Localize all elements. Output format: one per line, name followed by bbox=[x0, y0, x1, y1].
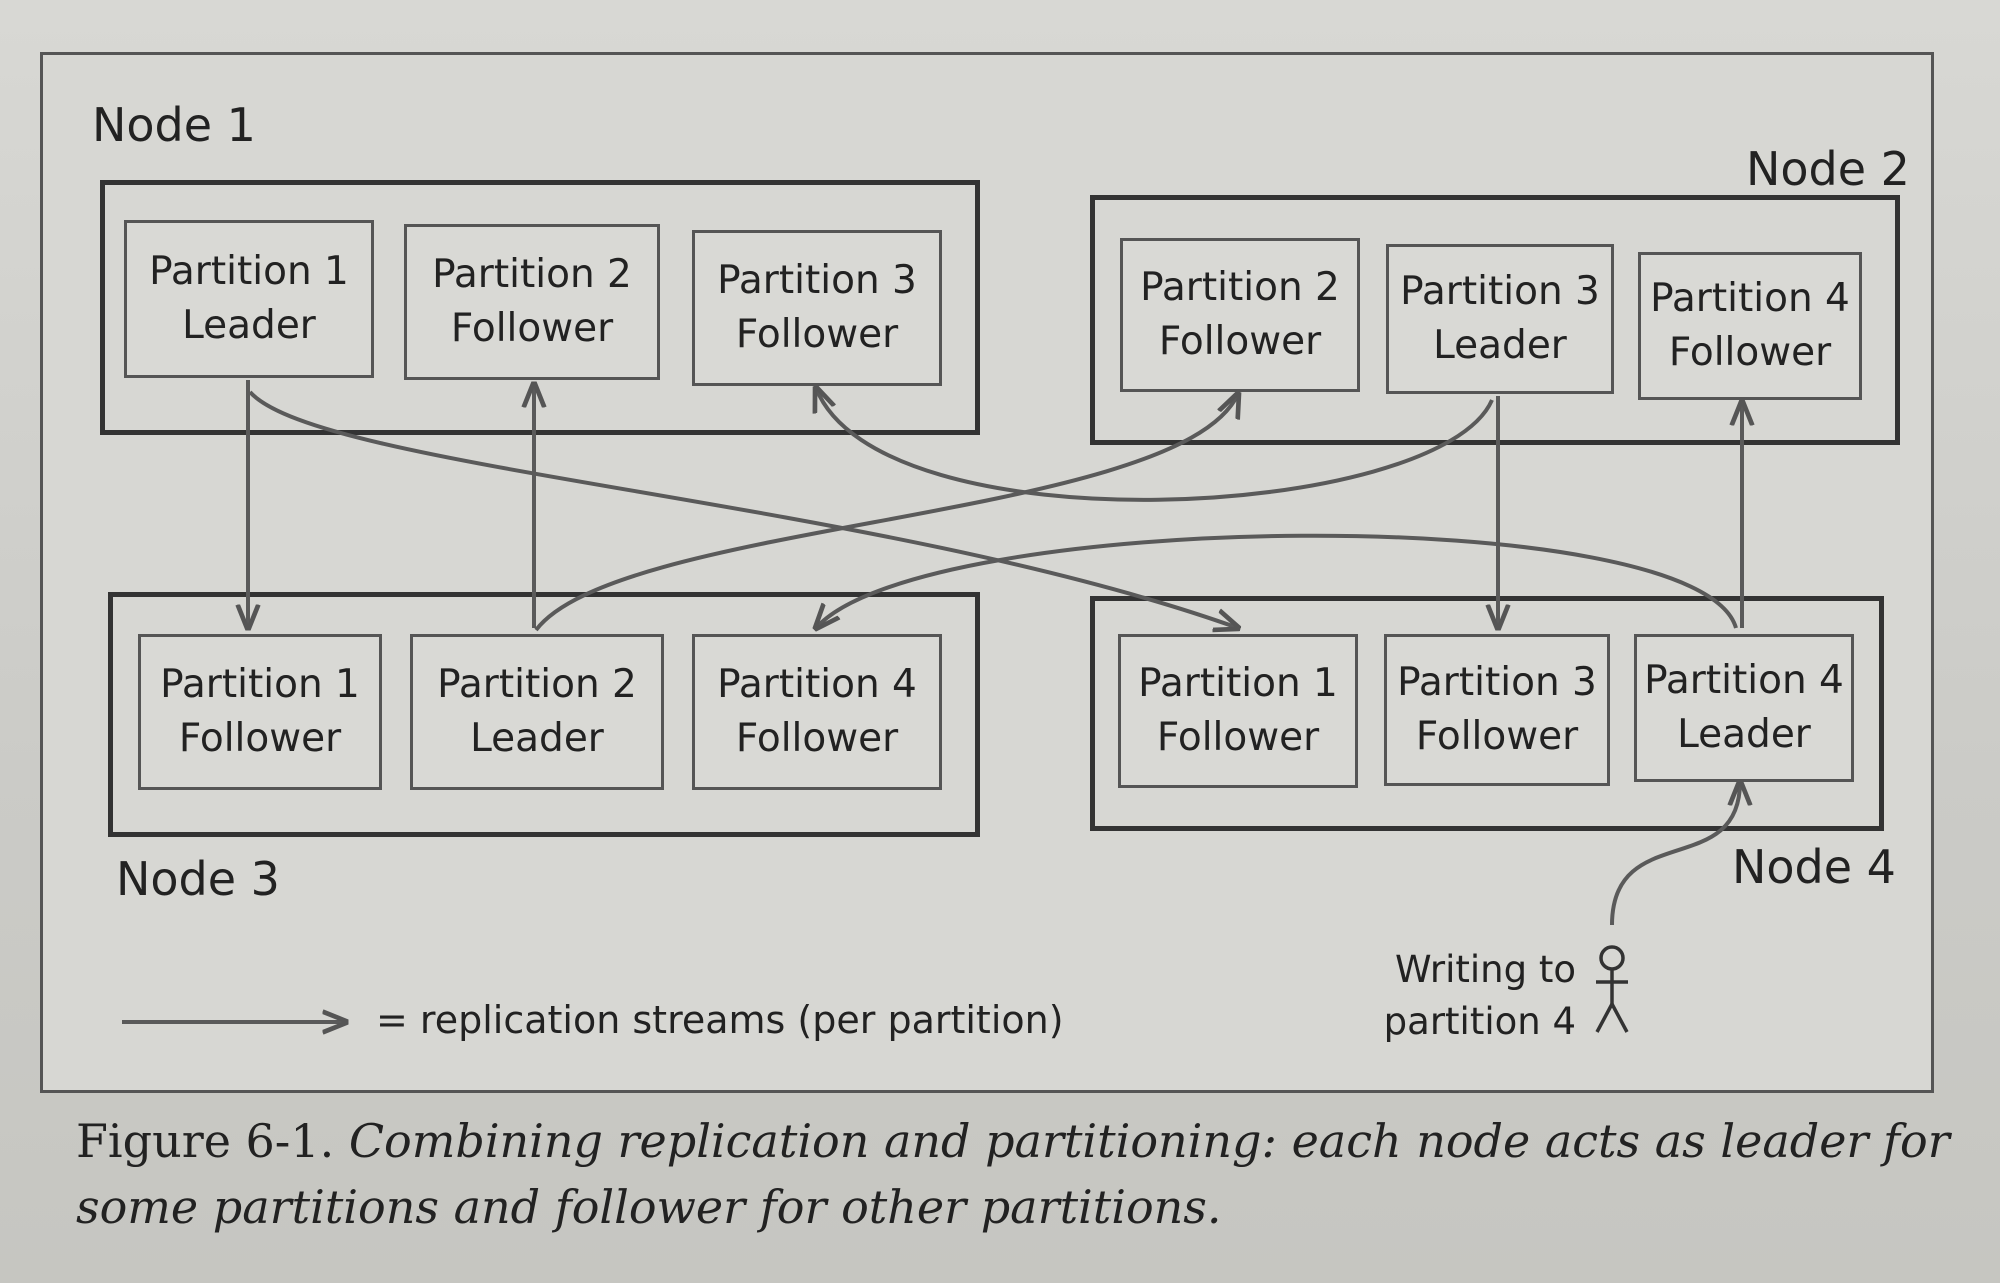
node-1-label: Node 1 bbox=[92, 98, 256, 152]
node-2-partition-3-box: Partition 3 Leader bbox=[1386, 244, 1614, 394]
node-2-partition-4-box: Partition 4 Follower bbox=[1638, 252, 1862, 400]
writer-line-2: partition 4 bbox=[1380, 996, 1576, 1048]
partition-name: Partition 1 bbox=[1138, 657, 1338, 711]
partition-role: Follower bbox=[179, 712, 341, 766]
writer-line-1: Writing to bbox=[1380, 944, 1576, 996]
partition-name: Partition 3 bbox=[1400, 265, 1600, 319]
node-1-partition-1-box: Partition 1 Leader bbox=[124, 220, 374, 378]
writer-label: Writing to partition 4 bbox=[1380, 944, 1576, 1048]
partition-name: Partition 1 bbox=[149, 245, 349, 299]
partition-name: Partition 4 bbox=[717, 658, 917, 712]
node-4-partition-3-box: Partition 3 Follower bbox=[1384, 634, 1610, 786]
partition-name: Partition 4 bbox=[1650, 272, 1850, 326]
caption-text: Combining replication and partitioning: … bbox=[76, 1114, 1950, 1234]
node-3-partition-2-box: Partition 2 Leader bbox=[410, 634, 664, 790]
partition-role: Leader bbox=[1677, 708, 1811, 762]
node-2-partition-2-box: Partition 2 Follower bbox=[1120, 238, 1360, 392]
node-3-label: Node 3 bbox=[116, 852, 280, 906]
partition-role: Follower bbox=[736, 712, 898, 766]
partition-role: Follower bbox=[1159, 315, 1321, 369]
partition-name: Partition 3 bbox=[717, 254, 917, 308]
node-2-label: Node 2 bbox=[1746, 142, 1910, 196]
figure-caption: Figure 6-1. Combining replication and pa… bbox=[76, 1108, 1956, 1240]
node-1-partition-2-box: Partition 2 Follower bbox=[404, 224, 660, 380]
node-3-partition-4-box: Partition 4 Follower bbox=[692, 634, 942, 790]
partition-name: Partition 2 bbox=[437, 658, 637, 712]
partition-role: Leader bbox=[182, 299, 316, 353]
node-4-partition-4-box: Partition 4 Leader bbox=[1634, 634, 1854, 782]
node-1-partition-3-box: Partition 3 Follower bbox=[692, 230, 942, 386]
partition-role: Follower bbox=[1157, 711, 1319, 765]
partition-role: Leader bbox=[1433, 319, 1567, 373]
partition-role: Follower bbox=[451, 302, 613, 356]
partition-role: Leader bbox=[470, 712, 604, 766]
partition-name: Partition 2 bbox=[1140, 261, 1340, 315]
partition-name: Partition 3 bbox=[1397, 656, 1597, 710]
node-3-partition-1-box: Partition 1 Follower bbox=[138, 634, 382, 790]
partition-role: Follower bbox=[736, 308, 898, 362]
partition-name: Partition 1 bbox=[160, 658, 360, 712]
node-4-partition-1-box: Partition 1 Follower bbox=[1118, 634, 1358, 788]
partition-name: Partition 4 bbox=[1644, 654, 1844, 708]
node-4-label: Node 4 bbox=[1732, 840, 1896, 894]
partition-role: Follower bbox=[1416, 710, 1578, 764]
partition-role: Follower bbox=[1669, 326, 1831, 380]
caption-label: Figure 6-1. bbox=[76, 1114, 334, 1168]
legend-text: = replication streams (per partition) bbox=[376, 998, 1064, 1042]
partition-name: Partition 2 bbox=[432, 248, 632, 302]
